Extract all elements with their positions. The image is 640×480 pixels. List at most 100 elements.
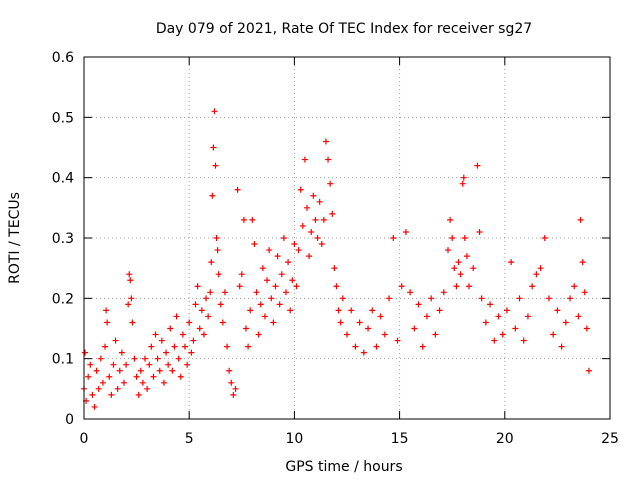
data-point xyxy=(322,138,329,145)
data-point xyxy=(87,361,94,368)
data-point xyxy=(579,259,586,266)
data-point xyxy=(133,373,140,380)
data-point xyxy=(373,343,380,350)
data-point xyxy=(131,355,138,362)
data-point xyxy=(339,295,346,302)
data-point xyxy=(163,349,170,356)
data-point xyxy=(529,283,536,290)
data-point xyxy=(444,247,451,254)
data-point xyxy=(85,373,92,380)
grid xyxy=(84,57,610,419)
data-point xyxy=(508,259,515,266)
data-point xyxy=(461,235,468,241)
data-point xyxy=(154,355,161,362)
data-point xyxy=(577,216,584,223)
data-point xyxy=(129,319,136,326)
data-point xyxy=(558,343,565,350)
data-point xyxy=(377,313,384,320)
data-point xyxy=(453,283,460,290)
data-point xyxy=(230,391,237,398)
data-point xyxy=(503,307,510,314)
data-point xyxy=(184,361,191,368)
data-point xyxy=(463,253,470,260)
data-point xyxy=(125,301,132,308)
data-point xyxy=(432,331,439,338)
data-point xyxy=(474,162,481,169)
data-point xyxy=(213,235,220,241)
data-point xyxy=(335,307,342,314)
data-point xyxy=(97,355,104,362)
data-point xyxy=(278,271,285,278)
axis-ticks: 0 0.1 0.2 0.3 0.4 0.5 0.6 0 5 10 15 20 25 xyxy=(52,50,619,447)
y-axis-label: ROTI / TECUs xyxy=(7,192,23,284)
data-point xyxy=(175,355,182,362)
data-point xyxy=(207,289,214,296)
data-point xyxy=(344,331,350,338)
data-point xyxy=(148,343,155,350)
data-point xyxy=(369,307,376,314)
data-point xyxy=(93,367,100,374)
data-point xyxy=(287,307,294,314)
data-point xyxy=(238,271,245,278)
data-point xyxy=(150,373,157,380)
data-point xyxy=(285,259,292,266)
data-point xyxy=(173,313,180,320)
data-point xyxy=(545,295,552,302)
x-tick-label: 10 xyxy=(285,431,303,447)
data-point xyxy=(198,307,205,314)
data-point xyxy=(550,331,557,338)
data-point xyxy=(299,222,306,229)
data-point xyxy=(228,379,235,386)
data-point xyxy=(272,283,279,290)
y-tick-label: 0.5 xyxy=(52,110,74,126)
data-point xyxy=(419,343,426,350)
data-point xyxy=(257,301,264,308)
data-point xyxy=(310,192,317,199)
data-point xyxy=(268,295,275,302)
data-point xyxy=(581,289,588,296)
data-point xyxy=(394,337,401,344)
chart-title: Day 079 of 2021, Rate Of TEC Index for r… xyxy=(156,21,532,37)
data-point xyxy=(226,367,233,374)
data-point xyxy=(95,385,102,392)
data-point xyxy=(459,180,466,187)
data-point xyxy=(224,343,231,350)
data-point xyxy=(381,331,388,338)
data-point xyxy=(247,307,254,314)
data-point xyxy=(255,331,262,338)
data-point xyxy=(266,247,273,254)
data-point xyxy=(333,283,340,290)
data-point xyxy=(554,307,561,314)
data-point xyxy=(128,295,135,302)
data-point xyxy=(221,289,228,296)
data-points xyxy=(81,108,592,410)
data-point xyxy=(306,253,313,260)
data-point xyxy=(520,337,527,344)
y-tick-label: 0.4 xyxy=(52,171,74,187)
data-point xyxy=(460,174,467,181)
data-point xyxy=(234,186,241,193)
data-point xyxy=(146,361,153,368)
data-point xyxy=(295,247,302,254)
data-point xyxy=(169,367,176,374)
data-point xyxy=(118,349,125,356)
data-point xyxy=(114,385,121,392)
data-point xyxy=(212,162,219,169)
data-point xyxy=(106,373,113,380)
data-point xyxy=(360,349,367,356)
data-point xyxy=(291,241,298,248)
data-point xyxy=(232,385,239,392)
data-point xyxy=(89,391,96,398)
data-point xyxy=(249,216,256,223)
data-point xyxy=(211,108,218,115)
data-point xyxy=(264,277,271,284)
data-point xyxy=(200,331,207,338)
data-point xyxy=(217,301,224,308)
data-point xyxy=(567,295,574,302)
data-point xyxy=(144,385,151,392)
data-point xyxy=(282,289,289,296)
data-point xyxy=(571,283,578,290)
data-point xyxy=(102,343,109,350)
data-point xyxy=(261,313,268,320)
